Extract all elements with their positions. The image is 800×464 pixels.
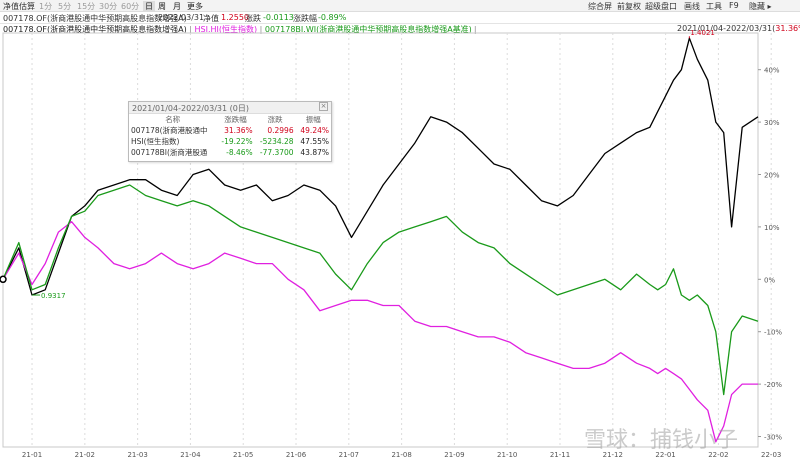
x-tick-label: 21-01 bbox=[22, 451, 42, 459]
draw-line-button[interactable]: 画线 bbox=[684, 2, 700, 11]
row-amp: 49.24% bbox=[300, 126, 329, 135]
row-pct: -19.22% bbox=[221, 137, 253, 146]
x-tick-label: 22-01 bbox=[655, 451, 675, 459]
toolbar: 净值估算 1分 5分 15分 30分 60分 日 周 月 更多 综合屏 前复权 … bbox=[0, 0, 800, 12]
min-label: 0.9317 bbox=[41, 292, 66, 300]
table-row[interactable]: 007178BI(浙商港股通 -8.46% -77.3700 43.87% bbox=[129, 147, 331, 158]
row-amp: 43.87% bbox=[300, 148, 329, 157]
row-chg: 0.2996 bbox=[267, 126, 294, 135]
tools-button[interactable]: 工具 bbox=[706, 2, 722, 11]
x-tick-label: 22-02 bbox=[708, 451, 728, 459]
row-chg: -77.3700 bbox=[259, 148, 294, 157]
interval-30min[interactable]: 30分 bbox=[99, 2, 118, 11]
info-bar: 007178.OF(浙商港股通中华预期高股息指数增强A) 2022/03/31 … bbox=[0, 12, 800, 24]
x-tick-label: 21-07 bbox=[339, 451, 359, 459]
nav-label: 净值 bbox=[203, 14, 219, 23]
interval-day[interactable]: 日 bbox=[143, 1, 155, 12]
interval-15min[interactable]: 15分 bbox=[77, 2, 96, 11]
pct-value: -0.89% bbox=[318, 13, 347, 22]
y-tick-label: -10% bbox=[764, 329, 782, 337]
col-header-amp: 振幅 bbox=[305, 115, 321, 124]
x-tick-label: 21-10 bbox=[497, 451, 517, 459]
interval-more[interactable]: 更多 bbox=[187, 2, 203, 11]
series-line-2 bbox=[2, 184, 759, 396]
interval-60min[interactable]: 60分 bbox=[121, 2, 140, 11]
popup-title: 2021/01/04-2022/03/31 (0日) bbox=[132, 104, 249, 113]
legend-hsi[interactable]: HSI.HI(恒生指数) bbox=[194, 25, 258, 34]
fund-name: 007178.OF(浙商港股通中华预期高股息指数增强A) bbox=[3, 14, 187, 23]
hide-button[interactable]: 隐藏 ▸ bbox=[749, 1, 772, 12]
row-chg: -5234.28 bbox=[259, 137, 294, 146]
row-name: 007178(浙商港股通中 bbox=[131, 126, 208, 135]
fund-estimate-button[interactable]: 净值估算 bbox=[3, 2, 35, 11]
super-order-book-button[interactable]: 超级盘口 bbox=[645, 2, 677, 11]
popup-header-row: 名称 涨跌幅 涨跌 振幅 bbox=[129, 114, 331, 125]
legend-line: 007178.OF(浙商港股通中华预期高股息指数增强A) | HSI.HI(恒生… bbox=[3, 24, 477, 35]
close-icon[interactable]: × bbox=[319, 102, 328, 111]
interval-month[interactable]: 月 bbox=[173, 2, 181, 11]
popup-header[interactable]: 2021/01/04-2022/03/31 (0日) × bbox=[129, 102, 331, 114]
composite-screen-button[interactable]: 综合屏 bbox=[588, 2, 612, 11]
col-header-chg: 涨跌 bbox=[267, 115, 283, 124]
col-header-name: 名称 bbox=[165, 115, 181, 124]
watermark: 雪球：捕钱小子 bbox=[584, 428, 739, 453]
legend-sep-3: | bbox=[473, 25, 477, 34]
change-label: 涨跌 bbox=[245, 14, 261, 23]
max-label: 1.4021 bbox=[690, 29, 715, 37]
x-tick-label: 21-03 bbox=[127, 451, 147, 459]
series-line-1 bbox=[2, 221, 758, 443]
popup-table: 名称 涨跌幅 涨跌 振幅 007178(浙商港股通中 31.36% 0.2996… bbox=[129, 114, 331, 158]
legend-benchmark[interactable]: 007178BI.WI(浙商港股通中华预期高股息指数增强A基准) bbox=[264, 25, 472, 34]
interval-week[interactable]: 周 bbox=[158, 2, 166, 11]
y-tick-label: -20% bbox=[764, 381, 782, 389]
range-open-paren: ( bbox=[772, 24, 776, 33]
forward-adjust-button[interactable]: 前复权 bbox=[617, 2, 641, 11]
x-tick-label: 21-09 bbox=[444, 451, 464, 459]
x-tick-label: 21-11 bbox=[550, 451, 570, 459]
table-row[interactable]: 007178(浙商港股通中 31.36% 0.2996 49.24% bbox=[129, 125, 331, 136]
x-tick-label: 21-02 bbox=[75, 451, 95, 459]
y-tick-label: 20% bbox=[764, 171, 780, 179]
row-name: HSI(恒生指数) bbox=[131, 137, 180, 146]
table-row[interactable]: HSI(恒生指数) -19.22% -5234.28 47.55% bbox=[129, 136, 331, 147]
info-date: 2022/03/31 bbox=[158, 13, 205, 22]
change-value: -0.0113 bbox=[263, 13, 294, 22]
legend-sep-1: | bbox=[186, 25, 195, 34]
row-name: 007178BI(浙商港股通 bbox=[131, 148, 208, 157]
legend-sep-2: | bbox=[257, 25, 265, 34]
x-tick-label: 21-05 bbox=[233, 451, 253, 459]
range-stats-popup[interactable]: 2021/01/04-2022/03/31 (0日) × 名称 涨跌幅 涨跌 振… bbox=[128, 101, 332, 162]
x-tick-label: 21-08 bbox=[391, 451, 411, 459]
x-tick-label: 21-04 bbox=[180, 451, 201, 459]
x-tick-label: 21-06 bbox=[286, 451, 307, 459]
range-dates: 2021/01/04-2022/03/31 bbox=[677, 24, 773, 33]
row-amp: 47.55% bbox=[300, 137, 329, 146]
hide-label: 隐藏 bbox=[749, 2, 765, 11]
interval-1min[interactable]: 1分 bbox=[39, 2, 53, 11]
chevron-right-icon: ▸ bbox=[767, 2, 772, 11]
x-tick-label: 21-12 bbox=[603, 451, 623, 459]
x-tick-label: 22-03 bbox=[761, 451, 781, 459]
plot-frame bbox=[2, 32, 759, 448]
y-tick-label: 30% bbox=[764, 119, 780, 127]
y-tick-label: -30% bbox=[764, 434, 782, 442]
nav-value: 1.2550 bbox=[221, 13, 249, 22]
range-label: 2021/01/04-2022/03/31(31.36%) bbox=[677, 24, 800, 33]
row-pct: -8.46% bbox=[226, 148, 253, 157]
col-header-pct: 涨跌幅 bbox=[224, 115, 247, 124]
f9-button[interactable]: F9 bbox=[729, 1, 739, 10]
interval-5min[interactable]: 5分 bbox=[58, 2, 72, 11]
pct-label: 涨跌幅 bbox=[293, 14, 317, 23]
start-point-marker bbox=[0, 275, 7, 284]
y-tick-label: 10% bbox=[764, 224, 780, 232]
y-tick-label: 0% bbox=[764, 276, 775, 284]
series-line-0 bbox=[2, 37, 759, 296]
legend-fund[interactable]: 007178.OF(浙商港股通中华预期高股息指数增强A) bbox=[3, 25, 187, 34]
range-pct: 31.36% bbox=[775, 24, 800, 33]
y-tick-label: 40% bbox=[764, 67, 780, 75]
row-pct: 31.36% bbox=[224, 126, 253, 135]
